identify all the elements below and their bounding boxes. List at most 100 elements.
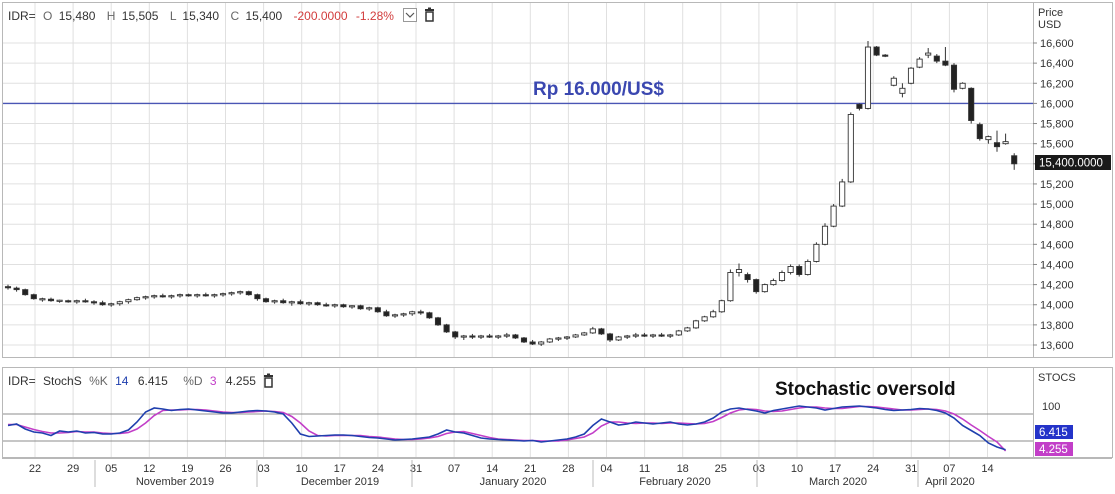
- stoch-legend-name: StochS: [43, 374, 82, 388]
- candle-body: [340, 304, 347, 308]
- trash-icon[interactable]: [264, 373, 273, 388]
- x-tick-label: 31: [905, 463, 917, 475]
- candle: [778, 270, 786, 282]
- candle: [589, 326, 596, 334]
- month-label: April 2020: [925, 476, 975, 488]
- candle-body: [968, 87, 975, 121]
- candle: [13, 286, 20, 292]
- candle-body: [151, 295, 158, 298]
- candle-body: [778, 272, 786, 282]
- candle: [701, 315, 708, 322]
- candle-body: [684, 327, 691, 332]
- x-tick-label: 03: [753, 463, 765, 475]
- candle-body: [443, 324, 450, 333]
- candle-body: [796, 266, 803, 275]
- candle-body: [770, 280, 777, 286]
- chevron-down-icon[interactable]: [403, 8, 417, 22]
- stoch-legend-d-period: 3: [210, 374, 217, 388]
- candle: [950, 63, 958, 93]
- candle-body: [993, 142, 1001, 148]
- candle: [305, 301, 313, 306]
- candle-body: [271, 300, 278, 303]
- reference-line-label: Rp 16.000/US$: [533, 79, 664, 100]
- candle: [348, 305, 356, 309]
- candle: [761, 283, 768, 293]
- stoch-legend-k-value: 6.415: [138, 374, 168, 388]
- candle-body: [314, 302, 321, 306]
- candle-body: [727, 272, 734, 302]
- candle-body: [194, 294, 201, 297]
- month-label: January 2020: [480, 476, 547, 488]
- candle-body: [348, 305, 356, 308]
- candle-body: [331, 304, 338, 307]
- price-tick-label: 14,800: [1040, 219, 1074, 231]
- candle: [357, 304, 364, 310]
- candle: [116, 300, 123, 306]
- candle-body: [950, 64, 958, 90]
- candle-body: [185, 294, 192, 297]
- candle: [30, 293, 37, 300]
- candle: [890, 76, 897, 87]
- x-tick-label: 11: [639, 463, 650, 475]
- candle-body: [744, 274, 751, 281]
- candle-body: [985, 136, 992, 141]
- trash-icon[interactable]: [425, 7, 434, 22]
- candle-body: [615, 336, 622, 341]
- candle: [142, 295, 149, 300]
- price-tick-label: 16,200: [1040, 78, 1074, 90]
- candle: [649, 333, 657, 338]
- month-label: December 2019: [301, 476, 379, 488]
- candle: [262, 297, 270, 303]
- candle: [151, 294, 158, 299]
- candle: [39, 297, 46, 302]
- candle-body: [942, 60, 949, 66]
- candle: [675, 329, 682, 336]
- candle-body: [658, 334, 665, 337]
- candle: [925, 48, 932, 59]
- x-tick-label: 22: [29, 463, 41, 475]
- candle-body: [305, 302, 313, 305]
- candle: [839, 178, 846, 208]
- candle-layer: [4, 40, 1018, 347]
- x-tick-label: 05: [105, 463, 117, 475]
- candle: [245, 290, 252, 296]
- x-tick-label: 17: [334, 463, 346, 475]
- candle-body: [426, 312, 433, 319]
- candle: [727, 269, 734, 302]
- candle-body: [409, 311, 416, 315]
- candle-body: [529, 341, 536, 345]
- candle: [632, 332, 639, 338]
- candle: [718, 299, 725, 313]
- x-tick-label: 24: [867, 463, 879, 475]
- candle: [658, 332, 665, 337]
- candle-body: [873, 46, 880, 56]
- candle: [615, 335, 622, 341]
- last-price-label: 15,400.0000: [1039, 158, 1103, 170]
- candle: [538, 340, 545, 347]
- candle-body: [589, 328, 596, 334]
- candle: [176, 293, 184, 298]
- candle-body: [486, 335, 493, 338]
- candle-body: [280, 300, 287, 304]
- candle-body: [168, 295, 175, 298]
- candle-body: [477, 335, 485, 338]
- candle-body: [916, 58, 923, 68]
- stoch-layer: [3, 405, 1033, 452]
- candle: [796, 264, 803, 277]
- candle: [417, 309, 424, 315]
- legend-o-value: 15,480: [59, 9, 96, 23]
- x-tick-label: 14: [981, 463, 993, 475]
- candle-body: [641, 334, 648, 337]
- candle: [856, 103, 863, 111]
- candle: [710, 309, 717, 318]
- candle-body: [718, 300, 725, 313]
- candle: [202, 292, 209, 297]
- candle-body: [400, 313, 407, 316]
- candle-body: [39, 298, 46, 301]
- candle-body: [108, 303, 115, 306]
- candle: [219, 292, 227, 297]
- candle-body: [520, 337, 528, 343]
- legend-change: -200.0000: [294, 9, 348, 23]
- candle-body: [383, 311, 390, 317]
- x-tick-label: 31: [410, 463, 422, 475]
